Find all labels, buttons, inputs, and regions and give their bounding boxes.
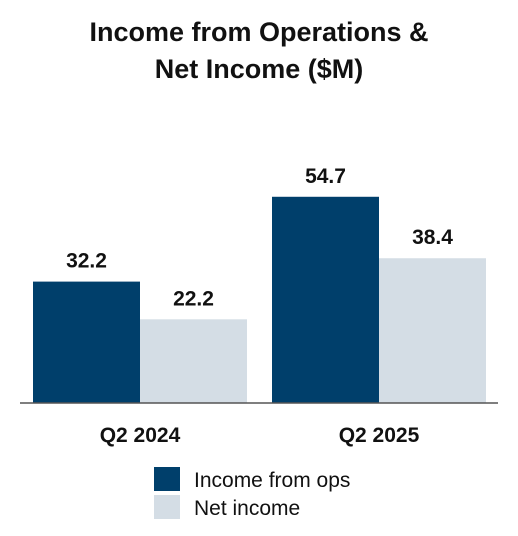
bar-net-income-q2-2025: [379, 258, 486, 403]
value-label-income-from-ops-q2-2024: 32.2: [66, 250, 107, 273]
legend-swatch-income-from-ops: [154, 467, 180, 491]
bars-group: [33, 196, 486, 403]
value-label-net-income-q2-2025: 38.4: [412, 226, 453, 249]
bar-income-from-ops-q2-2024: [33, 281, 140, 403]
legend-swatch-net-income: [154, 495, 180, 519]
chart-title-line-1: Income from Operations &: [89, 17, 428, 47]
bar-net-income-q2-2024: [140, 319, 247, 403]
value-labels-group: 32.2 22.2 54.7 38.4: [66, 165, 453, 311]
category-label-q2-2024: Q2 2024: [100, 424, 181, 447]
chart-title-line-2: Net Income ($M): [155, 54, 364, 84]
value-label-income-from-ops-q2-2025: 54.7: [305, 165, 346, 188]
category-label-q2-2025: Q2 2025: [339, 424, 420, 447]
category-labels-group: Q2 2024 Q2 2025: [100, 424, 420, 447]
bar-income-from-ops-q2-2025: [272, 196, 379, 403]
legend-label-net-income: Net income: [194, 497, 300, 520]
legend-label-income-from-ops: Income from ops: [194, 469, 350, 492]
legend: Income from ops Net income: [154, 467, 350, 520]
value-label-net-income-q2-2024: 22.2: [173, 287, 214, 310]
